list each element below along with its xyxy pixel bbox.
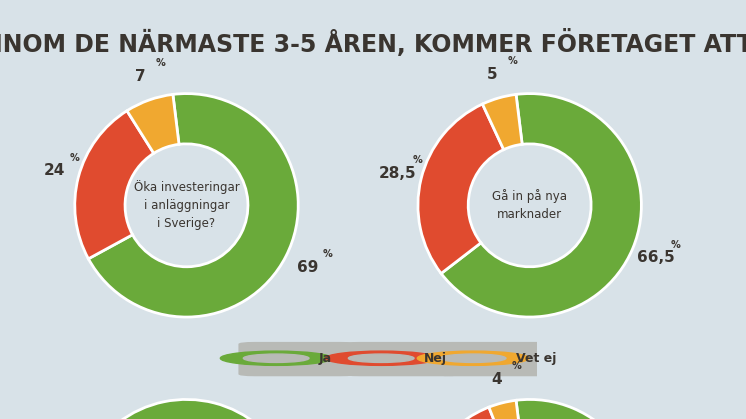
Text: Vet ej: Vet ej xyxy=(515,352,557,365)
Wedge shape xyxy=(88,93,298,317)
Wedge shape xyxy=(441,399,642,419)
Wedge shape xyxy=(75,111,154,259)
Text: 5: 5 xyxy=(487,67,498,82)
Text: INOM DE NÄRMASTE 3-5 ÅREN, KOMMER FÖRETAGET ATT: INOM DE NÄRMASTE 3-5 ÅREN, KOMMER FÖRETA… xyxy=(0,29,746,57)
Wedge shape xyxy=(441,93,642,317)
Text: 28,5: 28,5 xyxy=(378,166,416,181)
Wedge shape xyxy=(418,104,504,274)
FancyBboxPatch shape xyxy=(239,342,357,376)
Text: %: % xyxy=(671,240,680,249)
Circle shape xyxy=(325,351,437,365)
Wedge shape xyxy=(418,407,507,419)
Text: 66,5: 66,5 xyxy=(636,251,674,265)
FancyBboxPatch shape xyxy=(343,342,462,376)
Text: 69: 69 xyxy=(297,260,319,275)
Circle shape xyxy=(417,351,529,365)
FancyBboxPatch shape xyxy=(436,342,554,376)
Text: 7: 7 xyxy=(136,70,146,84)
Text: %: % xyxy=(70,153,80,163)
Wedge shape xyxy=(75,399,298,419)
Wedge shape xyxy=(489,400,522,419)
Wedge shape xyxy=(483,94,522,150)
Text: 24: 24 xyxy=(44,163,65,178)
Text: Gå in på nya
marknader: Gå in på nya marknader xyxy=(492,189,567,221)
Text: Nej: Nej xyxy=(424,352,447,365)
Text: %: % xyxy=(512,361,521,371)
Text: %: % xyxy=(413,155,422,165)
Circle shape xyxy=(348,354,414,362)
Circle shape xyxy=(220,351,332,365)
Text: %: % xyxy=(323,249,333,259)
Circle shape xyxy=(243,354,309,362)
Text: Öka investeringar
i anläggningar
i Sverige?: Öka investeringar i anläggningar i Sveri… xyxy=(134,180,239,230)
Text: Ja: Ja xyxy=(319,352,332,365)
Text: 4: 4 xyxy=(491,372,501,387)
Circle shape xyxy=(440,354,506,362)
Text: %: % xyxy=(156,59,166,68)
Wedge shape xyxy=(127,94,179,153)
Text: %: % xyxy=(507,56,517,66)
